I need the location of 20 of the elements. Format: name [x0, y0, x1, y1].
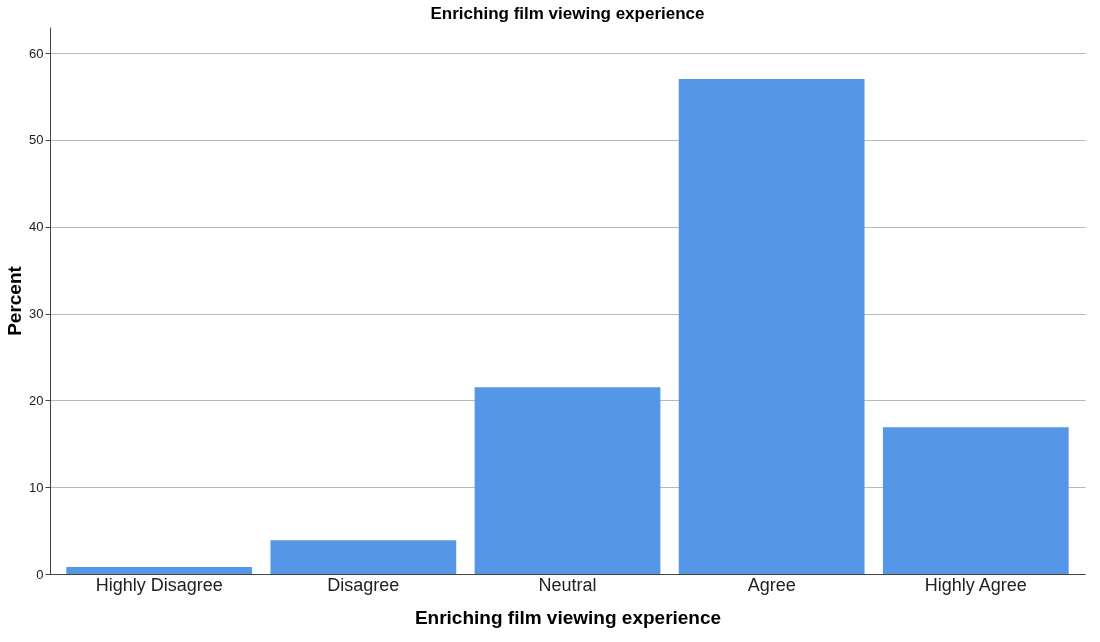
x-axis-title: Enriching film viewing experience: [414, 606, 722, 628]
y-tick-label: 50: [29, 132, 44, 148]
x-tick-label: Highly Disagree: [95, 574, 223, 595]
x-tick-label: Neutral: [538, 574, 597, 595]
y-tick-label: 30: [29, 306, 44, 322]
chart-title: Enriching film viewing experience: [430, 4, 705, 23]
bar: [270, 540, 457, 574]
y-tick-label: 10: [29, 479, 44, 495]
x-tick-label: Agree: [747, 574, 796, 595]
y-tick-label: 60: [29, 45, 44, 61]
bar: [474, 387, 661, 574]
bar: [678, 79, 865, 574]
y-axis-title: Percent: [4, 265, 26, 336]
x-tick-label: Disagree: [327, 574, 400, 595]
bar: [882, 427, 1069, 574]
y-tick-label: 20: [29, 392, 44, 408]
bar: [66, 567, 253, 574]
y-tick-label: 40: [29, 219, 44, 235]
x-tick-label: Highly Agree: [924, 574, 1027, 595]
y-tick-label: 0: [36, 566, 44, 582]
